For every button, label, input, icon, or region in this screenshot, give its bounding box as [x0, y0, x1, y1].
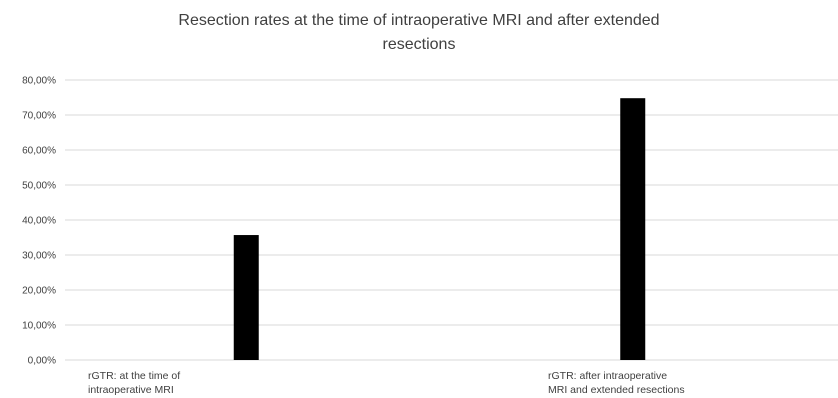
x-category-label-2-line-1: rGTR: after intraoperative: [548, 370, 668, 382]
y-tick-label: 80,00%: [22, 76, 56, 87]
x-category-label-2: rGTR: after intraoperative MRI and exten…: [548, 369, 685, 397]
y-tick-label: 10,00%: [22, 321, 56, 332]
bar-2: [620, 98, 646, 360]
y-tick-label: 30,00%: [22, 251, 56, 262]
y-tick-label: 0,00%: [28, 356, 56, 367]
chart-title-line-2: resections: [382, 36, 456, 53]
x-category-label-1-line-1: rGTR: at the time of: [88, 370, 181, 382]
y-tick-label: 70,00%: [22, 111, 56, 122]
x-category-label-1: rGTR: at the time of intraoperative MRI: [88, 369, 180, 397]
chart-title-line-1: Resection rates at the time of intraoper…: [178, 12, 660, 29]
y-tick-label: 40,00%: [22, 216, 56, 227]
y-tick-label: 50,00%: [22, 181, 56, 192]
x-category-label-1-line-2: intraoperative MRI: [88, 384, 174, 396]
bar-1: [233, 235, 259, 360]
y-tick-label: 20,00%: [22, 286, 56, 297]
x-category-label-2-line-2: MRI and extended resections: [548, 384, 685, 396]
y-tick-label: 60,00%: [22, 146, 56, 157]
